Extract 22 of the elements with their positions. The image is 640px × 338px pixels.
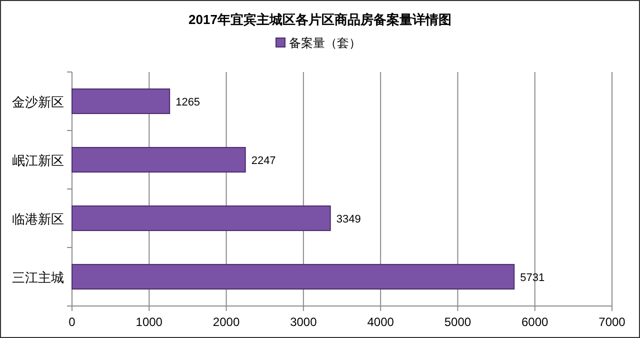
x-tick-label: 0 bbox=[68, 315, 76, 329]
bar bbox=[72, 146, 246, 173]
data-label: 2247 bbox=[251, 154, 276, 167]
bar bbox=[72, 264, 515, 290]
bar bbox=[72, 88, 170, 114]
y-tick-label: 岷江新区 bbox=[12, 152, 64, 168]
data-label: 5731 bbox=[520, 272, 545, 284]
x-tick-label: 6000 bbox=[522, 315, 549, 329]
y-tick-label: 临港新区 bbox=[12, 211, 64, 226]
chart-title: 2017年宜宾主城区各片区商品房备案量详情图 bbox=[188, 12, 452, 27]
legend-label: 备案量（套） bbox=[289, 36, 361, 50]
y-tick-label: 金沙新区 bbox=[12, 94, 64, 110]
x-tick-label: 2000 bbox=[212, 315, 240, 329]
x-tick-label: 4000 bbox=[367, 315, 394, 329]
x-tick-label: 5000 bbox=[444, 315, 472, 329]
x-tick-label: 1000 bbox=[136, 315, 163, 329]
x-tick-label: 3000 bbox=[290, 315, 318, 329]
y-tick-label: 三江主城 bbox=[12, 270, 64, 285]
x-tick-label: 7000 bbox=[598, 315, 626, 329]
data-label: 1265 bbox=[176, 96, 200, 108]
bar bbox=[72, 205, 331, 232]
data-label: 3349 bbox=[336, 213, 361, 226]
